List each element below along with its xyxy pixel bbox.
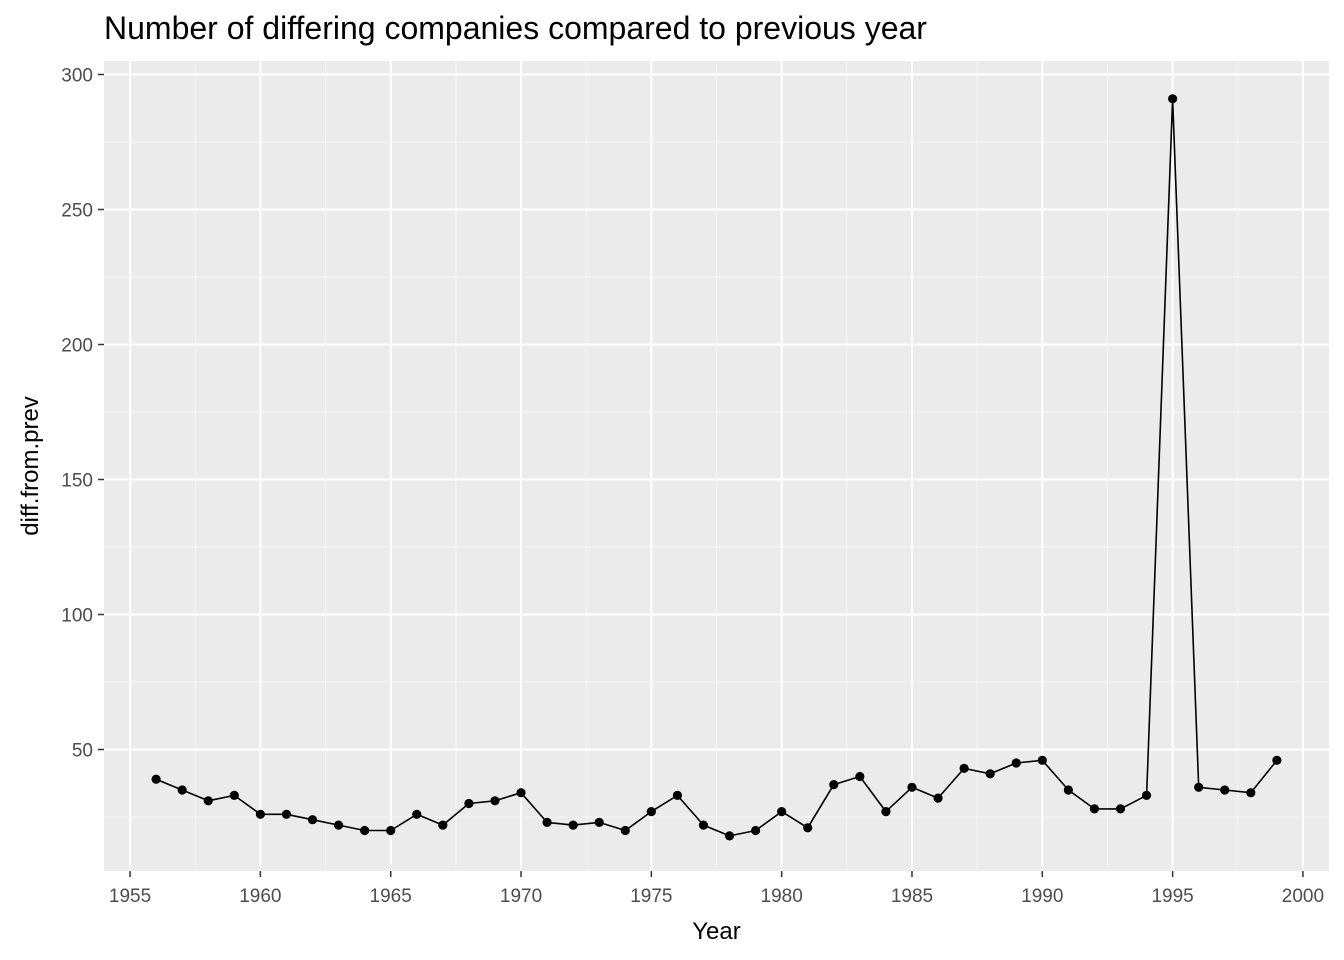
data-point (985, 769, 995, 779)
data-point (594, 817, 604, 828)
data-point (803, 823, 813, 833)
data-point (907, 782, 917, 792)
y-tick-label: 50 (72, 741, 93, 762)
data-point (777, 807, 787, 817)
grid-major (104, 61, 1329, 871)
data-point (333, 820, 344, 830)
data-point (750, 825, 761, 836)
y-tick-label: 100 (61, 606, 93, 627)
x-tick-label: 1980 (761, 886, 803, 907)
chart-title: Number of differing companies compared t… (104, 10, 927, 46)
data-point (464, 798, 474, 809)
data-point (151, 774, 161, 784)
data-point (646, 807, 656, 817)
x-tick-label: 1955 (109, 886, 151, 907)
x-tick-label: 1960 (239, 886, 281, 907)
tick-labels: 1955 1960 1965 1970 1975 1980 1985 1990 1995 2000… (61, 66, 1324, 908)
data-point (412, 809, 422, 819)
x-tick-label: 1975 (630, 886, 672, 907)
data-point (386, 825, 396, 836)
grid-minor (104, 61, 1329, 871)
data-point (1011, 758, 1021, 768)
data-point (1272, 755, 1282, 765)
data-point (255, 809, 265, 819)
y-tick-label: 250 (61, 201, 93, 222)
x-tick-label: 1995 (1151, 886, 1193, 907)
data-point (438, 820, 448, 830)
data-point (724, 831, 735, 841)
data-point (542, 817, 552, 828)
y-tick-label: 150 (61, 471, 93, 492)
data-point (1194, 782, 1204, 792)
x-axis-title: Year (692, 918, 741, 945)
data-point (672, 790, 683, 801)
data-point (698, 820, 709, 830)
data-point (881, 807, 891, 817)
data-point (307, 815, 318, 825)
data-point (203, 796, 213, 806)
x-tick-label: 2000 (1282, 886, 1324, 907)
data-point (1168, 94, 1178, 104)
y-tick-label: 300 (61, 66, 93, 87)
x-tick-label: 1985 (891, 886, 933, 907)
data-point (490, 796, 500, 806)
data-point (1037, 755, 1047, 765)
data-point (1063, 785, 1073, 795)
data-point (1115, 804, 1126, 814)
data-point (281, 809, 292, 819)
y-tick-label: 200 (61, 336, 93, 357)
series-points-group (151, 94, 1282, 841)
data-point (620, 825, 630, 836)
data-point (855, 771, 865, 782)
data-point (177, 785, 187, 795)
x-tick-label: 1970 (500, 886, 542, 907)
data-point (1089, 804, 1100, 814)
data-point (1141, 790, 1152, 801)
data-point (959, 763, 969, 774)
y-axis-title: diff.from.prev (17, 396, 44, 536)
x-tick-label: 1965 (370, 886, 412, 907)
data-point (516, 788, 526, 798)
data-point (1246, 788, 1256, 798)
data-point (933, 793, 943, 803)
data-point (229, 790, 239, 801)
data-point (568, 820, 578, 830)
axis-ticks (98, 73, 1304, 877)
x-tick-label: 1990 (1021, 886, 1063, 907)
data-point (360, 825, 370, 836)
data-point (829, 780, 839, 790)
data-point (1220, 785, 1230, 795)
